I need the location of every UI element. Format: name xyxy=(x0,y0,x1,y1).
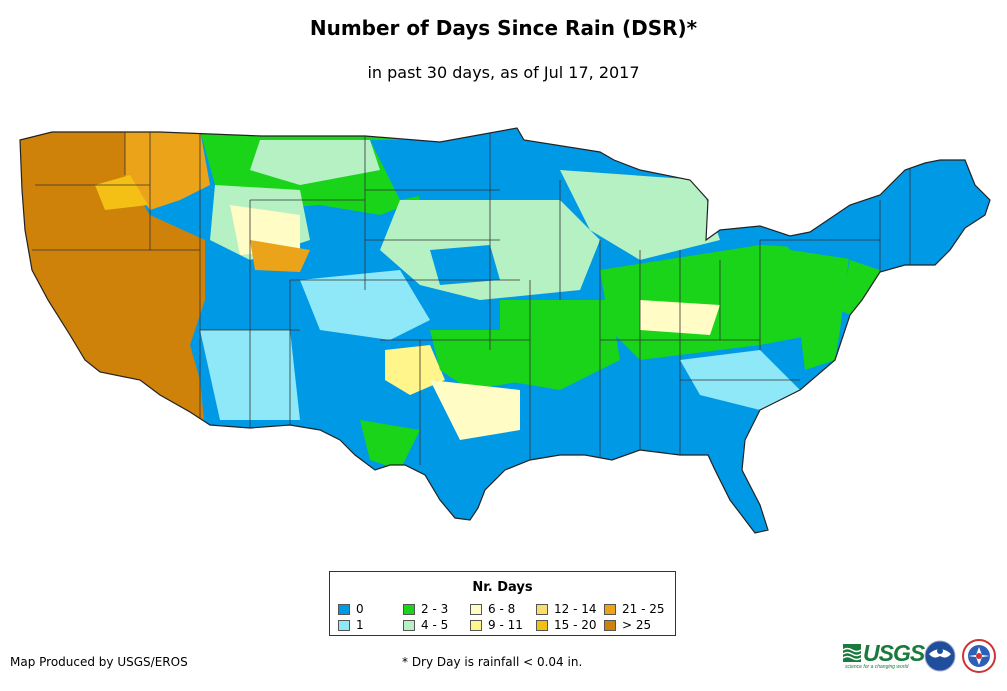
legend-swatch xyxy=(470,620,482,631)
legend-item: 1 xyxy=(338,618,364,632)
legend-swatch xyxy=(403,620,415,631)
legend-title: Nr. Days xyxy=(472,580,533,595)
legend-swatch xyxy=(536,620,548,631)
legend-swatch xyxy=(536,604,548,615)
state-borders xyxy=(32,130,911,465)
legend-swatch xyxy=(470,604,482,615)
legend-swatch xyxy=(338,604,350,615)
legend-label: 2 - 3 xyxy=(421,602,449,616)
map-title: Number of Days Since Rain (DSR)* xyxy=(309,16,698,40)
legend-swatch xyxy=(338,620,350,631)
legend-item: 2 - 3 xyxy=(403,602,448,616)
legend-swatch xyxy=(403,604,415,615)
legend-item: 0 xyxy=(338,602,364,616)
legend-item: 15 - 20 xyxy=(536,618,597,632)
legend-label: 9 - 11 xyxy=(488,618,523,632)
legend-item: 9 - 11 xyxy=(470,618,523,632)
legend-label: 1 xyxy=(356,618,364,632)
noaa-logo-icon xyxy=(924,640,956,672)
nws-logo-icon xyxy=(962,639,996,673)
usgs-wave-icon xyxy=(843,644,861,662)
legend-item: 12 - 14 xyxy=(536,602,597,616)
legend-item: 6 - 8 xyxy=(470,602,515,616)
map-producer-credit: Map Produced by USGS/EROS xyxy=(10,655,188,669)
legend-label: 4 - 5 xyxy=(421,618,449,632)
us-dsr-map xyxy=(19,127,991,534)
legend-swatch xyxy=(604,604,616,615)
legend-item: 4 - 5 xyxy=(403,618,448,632)
legend-label: 0 xyxy=(356,602,364,616)
legend-item: > 25 xyxy=(604,618,651,632)
dry-day-footnote: * Dry Day is rainfall < 0.04 in. xyxy=(402,655,583,669)
legend-swatch xyxy=(604,620,616,631)
legend: Nr. Days 0 1 2 - 3 4 - 5 6 - 8 9 - 11 12… xyxy=(329,571,676,636)
legend-label: 21 - 25 xyxy=(622,602,665,616)
legend-label: 12 - 14 xyxy=(554,602,597,616)
map-subtitle: in past 30 days, as of Jul 17, 2017 xyxy=(367,63,640,82)
legend-item: 21 - 25 xyxy=(604,602,665,616)
legend-label: 15 - 20 xyxy=(554,618,597,632)
usgs-tagline: science for a changing world xyxy=(845,664,909,670)
legend-label: 6 - 8 xyxy=(488,602,516,616)
legend-label: > 25 xyxy=(622,618,652,632)
usgs-wordmark: USGS xyxy=(863,640,925,666)
